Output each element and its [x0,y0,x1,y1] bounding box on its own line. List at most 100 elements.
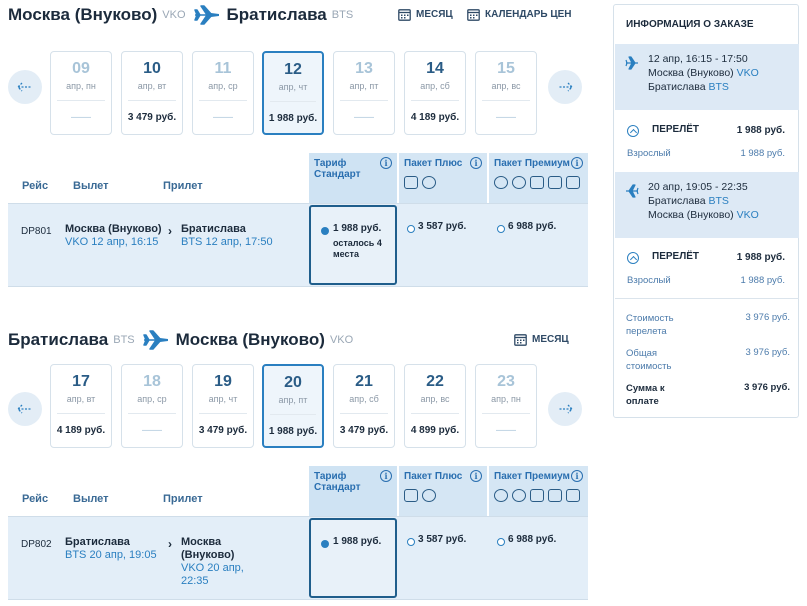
flight-cost-value: 3 976 руб. [745,312,790,323]
day-number: 09 [72,60,90,77]
day-weekday: апр, сб [349,394,379,404]
day-price: 1 988 руб. [268,113,318,124]
chevron-up-icon[interactable] [627,252,639,264]
arrival-city: Москва (Внуково) [181,536,235,561]
baggage-icon [404,176,418,189]
month-link-label: МЕСЯЦ [416,9,453,20]
month-link-label: МЕСЯЦ [532,334,569,345]
flight-cost-label: Стоимость перелета [626,313,674,337]
outbound-day-12-selected[interactable]: 12 апр, чт 1 988 руб. [262,51,324,135]
accessibility-icon [566,176,580,189]
info-icon[interactable]: i [380,157,392,169]
tariff-standard-header[interactable]: Тариф Стандарт i [309,466,397,516]
price-calendar-link[interactable]: КАЛЕНДАРЬ ЦЕН [467,8,572,21]
day-price: 4 899 руб. [410,425,460,436]
day-number: 22 [426,373,444,390]
flight-label: ПЕРЕЛЁТ [652,124,700,135]
order-flight-inbound[interactable]: ПЕРЕЛЁТ 1 988 руб. Взрослый 1 988 руб. [615,250,799,290]
inbound-day-23[interactable]: 23 апр, пн —— [475,364,537,448]
package-plus-header[interactable]: Пакет Плюс i [399,153,487,203]
plus-fare-option[interactable]: 3 587 руб. [399,204,487,286]
segment-from: Москва (Внуково) [648,67,734,79]
outbound-day-13[interactable]: 13 апр, пт —— [333,51,395,135]
cancel-icon [512,489,526,502]
package-premium-header[interactable]: Пакет Премиум i [489,466,588,516]
inbound-day-21[interactable]: 21 апр, сб 3 479 руб. [333,364,395,448]
day-weekday: апр, вт [137,81,167,91]
segment-from: Братислава [648,195,706,207]
plane-icon [193,5,219,25]
outbound-next-dates-button[interactable] [548,70,582,104]
info-icon[interactable]: i [571,157,583,169]
day-weekday: апр, вт [66,394,96,404]
departure-info: Братислава BTS 20 апр, 19:05 [65,536,165,562]
passenger-amount: 1 988 руб. [740,148,785,159]
standard-fare-option-selected[interactable]: 1 988 руб. [309,518,397,598]
inbound-day-20-selected[interactable]: 20 апр, пт 1 988 руб. [262,364,324,448]
arrival-info: Москва (Внуково) VKO 20 апр, 22:35 [181,536,261,588]
amount-to-pay-label: Сумма к оплате [626,383,665,407]
arrival-time: VKO 20 апр, 22:35 [181,562,244,587]
standard-fare-option-selected[interactable]: 1 988 руб. осталось 4 места [309,205,397,285]
package-plus-header[interactable]: Пакет Плюс i [399,466,487,516]
info-icon[interactable]: i [470,157,482,169]
outbound-month-link[interactable]: МЕСЯЦ [398,8,453,21]
info-icon[interactable]: i [380,470,392,482]
day-weekday: апр, ср [208,81,238,91]
outbound-day-14[interactable]: 14 апр, сб 4 189 руб. [404,51,466,135]
radio-icon [407,538,415,546]
inbound-month-link[interactable]: МЕСЯЦ [514,333,569,346]
col-flight: Рейс [22,493,49,505]
premium-fare-price: 6 988 руб. [508,534,557,545]
departure-info: Москва (Внуково) VKO 12 апр, 16:15 [65,223,165,249]
inbound-day-18[interactable]: 18 апр, ср —— [121,364,183,448]
day-number: 23 [497,373,515,390]
accessibility-icon [422,489,436,502]
col-arrive: Прилет [163,180,203,192]
day-price: —— [496,425,516,436]
segment-time: 20 апр, 19:05 - 22:35 [648,181,748,193]
calendar-icon [514,334,527,346]
plane-icon [626,184,639,198]
inbound-prev-dates-button[interactable] [8,392,42,426]
segment-to-code: VKO [736,209,759,221]
outbound-prev-dates-button[interactable] [8,70,42,104]
outbound-day-15[interactable]: 15 апр, вс —— [475,51,537,135]
inbound-day-22[interactable]: 22 апр, вс 4 899 руб. [404,364,466,448]
plus-fare-option[interactable]: 3 587 руб. [399,517,487,599]
day-weekday: апр, пн [491,394,521,404]
departure-time: BTS 20 апр, 19:05 [65,549,157,561]
order-flight-outbound[interactable]: ПЕРЕЛЁТ 1 988 руб. Взрослый 1 988 руб. [615,123,799,163]
tariff-standard-header[interactable]: Тариф Стандарт i [309,153,397,203]
inbound-table-header: Рейс Вылет Прилет Тариф Стандарт i Пакет… [8,466,588,516]
inbound-flight-row[interactable]: DP802 Братислава BTS 20 апр, 19:05 › Мос… [8,516,588,600]
info-icon[interactable]: i [571,470,583,482]
info-icon[interactable]: i [470,470,482,482]
day-price: 1 988 руб. [268,426,318,437]
inbound-day-17[interactable]: 17 апр, вт 4 189 руб. [50,364,112,448]
plus-fare-price: 3 587 руб. [418,534,467,545]
day-number: 14 [426,60,444,77]
inbound-next-dates-button[interactable] [548,392,582,426]
inbound-to-city: Москва (Внуково) [175,330,325,349]
radio-selected-icon [321,540,329,548]
inbound-day-19[interactable]: 19 апр, чт 3 479 руб. [192,364,254,448]
departure-city: Москва (Внуково) [65,223,162,235]
premium-fare-option[interactable]: 6 988 руб. [489,204,588,286]
segment-from-code: VKO [736,67,759,79]
outbound-day-10[interactable]: 10 апр, вт 3 479 руб. [121,51,183,135]
flight-number: DP802 [21,539,52,550]
calendar-icon [398,9,411,21]
outbound-day-11[interactable]: 11 апр, ср —— [192,51,254,135]
chevron-up-icon[interactable] [627,125,639,137]
outbound-day-09[interactable]: 09 апр, пн —— [50,51,112,135]
premium-fare-option[interactable]: 6 988 руб. [489,517,588,599]
day-weekday: апр, вс [420,394,450,404]
outbound-flight-row[interactable]: DP801 Москва (Внуково) VKO 12 апр, 16:15… [8,203,588,287]
standard-fare-price: 1 988 руб. [333,536,382,547]
package-premium-header[interactable]: Пакет Премиум i [489,153,588,203]
segment-time: 12 апр, 16:15 - 17:50 [648,53,748,65]
day-weekday: апр, пт [349,81,379,91]
exchange-icon [494,176,508,189]
day-number: 20 [284,374,302,391]
